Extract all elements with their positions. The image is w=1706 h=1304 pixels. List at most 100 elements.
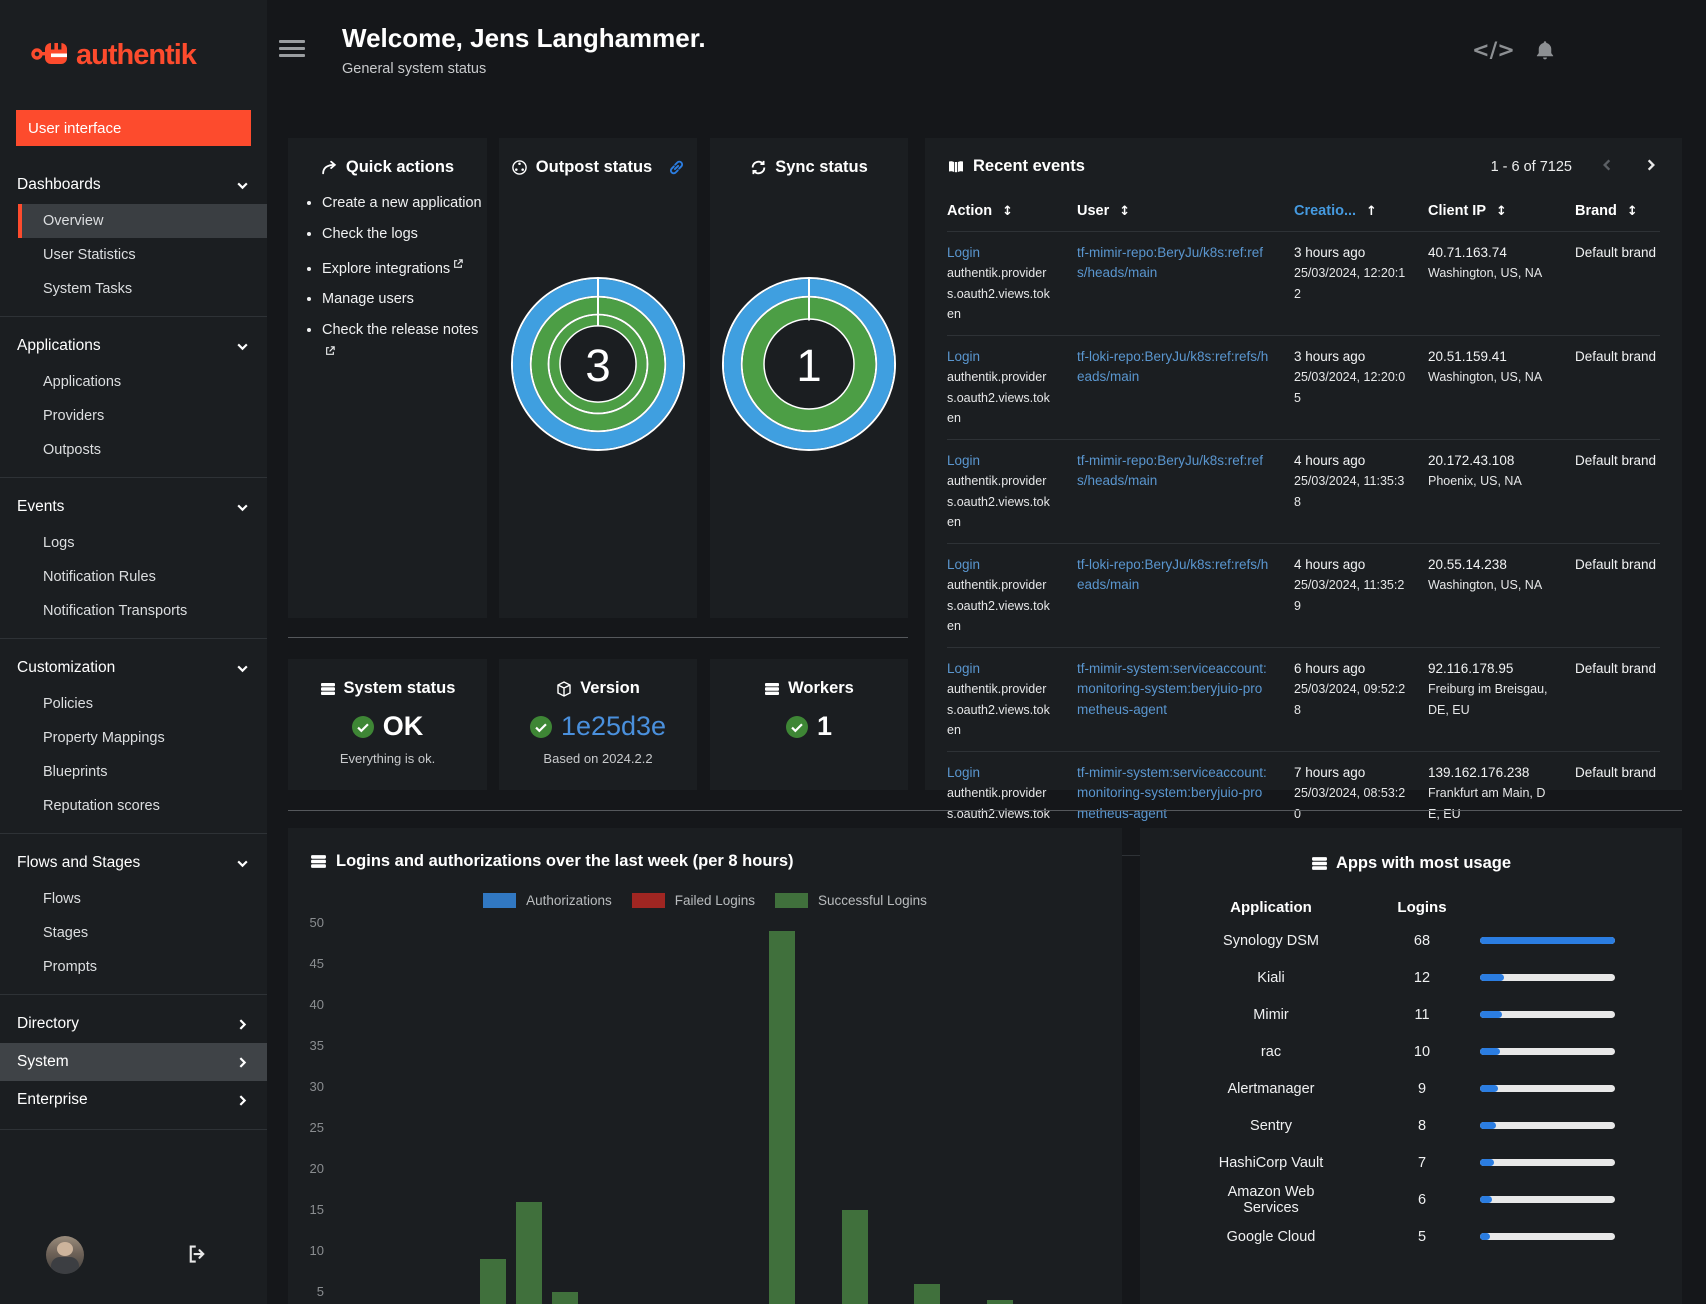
check-circle-icon bbox=[351, 715, 374, 738]
usage-bar bbox=[1480, 974, 1615, 981]
server-icon bbox=[765, 682, 780, 695]
column-header-user[interactable]: User ↕ bbox=[1077, 203, 1131, 219]
sidebar-section-customization[interactable]: Customization bbox=[0, 649, 267, 687]
sidebar-section-enterprise[interactable]: Enterprise bbox=[0, 1081, 267, 1119]
sidebar-section-applications[interactable]: Applications bbox=[0, 327, 267, 365]
event-time-absolute: 25/03/2024, 11:35:38 bbox=[1294, 474, 1405, 509]
sidebar-section-flows-and-stages[interactable]: Flows and Stages bbox=[0, 844, 267, 882]
y-tick-label: 15 bbox=[309, 1202, 324, 1217]
sidebar-section-directory[interactable]: Directory bbox=[0, 1005, 267, 1043]
app-usage-row: rac 10 bbox=[1166, 1033, 1656, 1070]
pagination-label: 1 - 6 of 7125 bbox=[1490, 158, 1572, 175]
quick-action-check-logs[interactable]: Check the logs bbox=[322, 224, 487, 246]
pagination-next-button[interactable] bbox=[1642, 156, 1660, 177]
app-name: Mimir bbox=[1253, 1006, 1289, 1023]
y-tick-label: 45 bbox=[309, 956, 324, 971]
event-user-link[interactable]: tf-mimir-system:serviceaccount:monitorin… bbox=[1077, 765, 1267, 821]
sidebar-item-policies[interactable]: Policies bbox=[43, 696, 93, 712]
legend-item[interactable]: Successful Logins bbox=[775, 893, 927, 908]
event-action-link[interactable]: Login bbox=[947, 661, 981, 676]
event-geo: Phoenix, US, NA bbox=[1428, 474, 1522, 489]
sidebar-item-notification-rules[interactable]: Notification Rules bbox=[43, 569, 156, 585]
avatar[interactable] bbox=[46, 1236, 84, 1274]
event-row[interactable]: Login authentik.providers.oauth2.views.to… bbox=[947, 231, 1660, 335]
sidebar-section-system[interactable]: System bbox=[0, 1043, 267, 1081]
event-brand: Default brand bbox=[1575, 453, 1657, 468]
sidebar-item-flows[interactable]: Flows bbox=[43, 891, 81, 907]
chart-bar bbox=[769, 931, 796, 1304]
app-usage-row: Synology DSM 68 bbox=[1166, 922, 1656, 959]
event-row[interactable]: Login authentik.providers.oauth2.views.to… bbox=[947, 543, 1660, 647]
column-header-client-ip[interactable]: Client IP ↕ bbox=[1428, 203, 1507, 219]
event-row[interactable]: Login authentik.providers.oauth2.views.to… bbox=[947, 335, 1660, 439]
legend-item[interactable]: Failed Logins bbox=[631, 893, 755, 908]
sidebar-item-overview[interactable]: Overview bbox=[18, 204, 267, 238]
sidebar-item-outposts[interactable]: Outposts bbox=[43, 442, 102, 458]
bell-icon bbox=[1536, 41, 1554, 60]
quick-action-create-application[interactable]: Create a new application bbox=[322, 193, 487, 215]
event-action-link[interactable]: Login bbox=[947, 765, 981, 780]
column-header-action[interactable]: Action ↕ bbox=[947, 203, 1014, 219]
sidebar-item-notification-transports[interactable]: Notification Transports bbox=[43, 603, 188, 619]
link-icon[interactable] bbox=[668, 159, 685, 176]
sign-out-button[interactable] bbox=[185, 1242, 209, 1269]
event-brand: Default brand bbox=[1575, 245, 1657, 260]
quick-action-manage-users[interactable]: Manage users bbox=[322, 289, 487, 311]
sidebar-item-providers[interactable]: Providers bbox=[43, 408, 105, 424]
quick-action-explore-integrations[interactable]: Explore integrations bbox=[322, 255, 487, 281]
sidebar-item-blueprints[interactable]: Blueprints bbox=[43, 764, 108, 780]
event-action-link[interactable]: Login bbox=[947, 245, 981, 260]
event-action-app: authentik.providers.oauth2.views.token bbox=[947, 370, 1050, 425]
event-user-link[interactable]: tf-mimir-repo:BeryJu/k8s:ref:refs/heads/… bbox=[1077, 453, 1264, 489]
server-icon bbox=[1312, 857, 1327, 870]
authentik-logo[interactable]: authentik bbox=[0, 0, 267, 84]
event-time-relative: 6 hours ago bbox=[1294, 661, 1366, 676]
sidebar-item-stages[interactable]: Stages bbox=[43, 925, 89, 941]
chevron-down-icon bbox=[237, 182, 248, 189]
event-user-link[interactable]: tf-mimir-repo:BeryJu/k8s:ref:refs/heads/… bbox=[1077, 245, 1264, 281]
app-usage-row: Alertmanager 9 bbox=[1166, 1070, 1656, 1107]
version-subtitle: Based on 2024.2.2 bbox=[543, 751, 653, 766]
event-action-link[interactable]: Login bbox=[947, 453, 981, 468]
sidebar-item-system-tasks[interactable]: System Tasks bbox=[43, 281, 133, 297]
sidebar-item-property-mappings[interactable]: Property Mappings bbox=[43, 730, 165, 746]
sidebar-item-prompts[interactable]: Prompts bbox=[43, 959, 97, 975]
sidebar-item-reputation-scores[interactable]: Reputation scores bbox=[43, 798, 160, 814]
app-login-count: 9 bbox=[1417, 1080, 1427, 1097]
version-link[interactable]: 1e25d3e bbox=[560, 711, 667, 741]
outpost-icon bbox=[512, 160, 527, 175]
event-geo: Freiburg im Breisgau, DE, EU bbox=[1428, 682, 1548, 717]
quick-action-release-notes[interactable]: Check the release notes bbox=[322, 320, 487, 368]
sidebar-section-events[interactable]: Events bbox=[0, 488, 267, 526]
sidebar-item-user-statistics[interactable]: User Statistics bbox=[43, 247, 136, 263]
event-row[interactable]: Login authentik.providers.oauth2.views.to… bbox=[947, 647, 1660, 751]
app-usage-row: Amazon Web Services 6 bbox=[1166, 1181, 1656, 1218]
event-client-ip: 139.162.176.238 bbox=[1428, 765, 1530, 780]
sidebar-item-applications[interactable]: Applications bbox=[43, 374, 122, 390]
app-name: Sentry bbox=[1250, 1117, 1292, 1134]
pagination-prev-button[interactable] bbox=[1598, 156, 1616, 177]
sidebar-item-logs[interactable]: Logs bbox=[43, 535, 75, 551]
event-user-link[interactable]: tf-loki-repo:BeryJu/k8s:ref:refs/heads/m… bbox=[1077, 349, 1269, 385]
logo-wordmark: authentik bbox=[76, 38, 197, 71]
legend-item[interactable]: Authorizations bbox=[483, 893, 612, 908]
api-browser-button[interactable]: </> bbox=[1472, 38, 1515, 62]
hamburger-menu-button[interactable] bbox=[279, 40, 305, 60]
event-action-link[interactable]: Login bbox=[947, 349, 981, 364]
event-time-relative: 7 hours ago bbox=[1294, 765, 1366, 780]
event-row[interactable]: Login authentik.providers.oauth2.views.to… bbox=[947, 439, 1660, 543]
event-user-link[interactable]: tf-mimir-system:serviceaccount:monitorin… bbox=[1077, 661, 1267, 717]
event-action-link[interactable]: Login bbox=[947, 557, 981, 572]
column-header-creation[interactable]: Creatio... ↑ bbox=[1294, 203, 1377, 219]
chart-plot: 50 45 40 35 30 25 20 15 10 5 bbox=[288, 828, 1122, 1304]
recent-events-card: Recent events 1 - 6 of 7125 Action ↕ User… bbox=[925, 138, 1682, 889]
column-header-brand[interactable]: Brand ↕ bbox=[1575, 203, 1638, 219]
user-interface-button[interactable]: User interface bbox=[16, 110, 251, 146]
event-user-link[interactable]: tf-loki-repo:BeryJu/k8s:ref:refs/heads/m… bbox=[1077, 557, 1269, 593]
sidebar-section-dashboards[interactable]: Dashboards bbox=[0, 166, 267, 204]
sync-icon bbox=[751, 160, 766, 175]
app-login-count: 5 bbox=[1417, 1228, 1427, 1245]
app-name: Kiali bbox=[1257, 969, 1285, 986]
logins-chart-card: Logins and authorizations over the last … bbox=[288, 828, 1122, 1304]
notifications-button[interactable] bbox=[1535, 40, 1555, 63]
